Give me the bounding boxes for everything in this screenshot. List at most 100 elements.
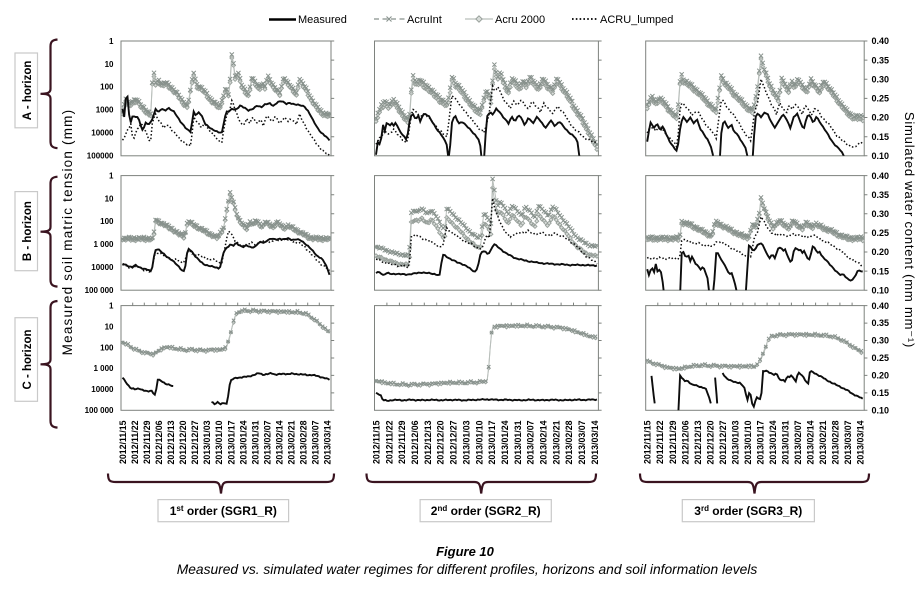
svg-text:0.40: 0.40 — [872, 171, 890, 181]
svg-text:0.10: 0.10 — [872, 285, 890, 295]
svg-text:2013/02/21: 2013/02/21 — [286, 420, 296, 464]
svg-text:1: 1 — [109, 301, 114, 310]
svg-text:10000: 10000 — [91, 385, 114, 394]
svg-text:3rd order (SGR3_R): 3rd order (SGR3_R) — [694, 504, 802, 518]
svg-text:Simulated water content (mm mm: Simulated water content (mm mm⁻¹) — [902, 112, 917, 348]
svg-text:2013/02/28: 2013/02/28 — [298, 420, 308, 464]
svg-text:2012/12/20: 2012/12/20 — [178, 420, 188, 464]
svg-text:2012/12/27: 2012/12/27 — [449, 420, 459, 464]
svg-text:0.30: 0.30 — [872, 209, 890, 219]
svg-text:2012/12/06: 2012/12/06 — [410, 420, 420, 464]
svg-text:0.30: 0.30 — [872, 75, 890, 85]
svg-text:Measured soil matric tension (: Measured soil matric tension (mm) — [60, 109, 75, 356]
svg-text:0.40: 0.40 — [872, 36, 890, 46]
svg-text:0.25: 0.25 — [872, 228, 890, 238]
svg-text:0.30: 0.30 — [872, 336, 890, 346]
svg-text:2012/11/15: 2012/11/15 — [643, 420, 653, 464]
svg-text:2012/11/15: 2012/11/15 — [118, 420, 128, 464]
svg-text:0.15: 0.15 — [872, 388, 890, 398]
svg-text:1 000: 1 000 — [93, 364, 114, 373]
svg-text:0.10: 0.10 — [872, 406, 890, 416]
svg-text:2013/02/14: 2013/02/14 — [274, 420, 284, 464]
svg-text:Measured: Measured — [298, 14, 347, 26]
svg-text:2012/12/27: 2012/12/27 — [190, 420, 200, 464]
svg-text:2012/11/29: 2012/11/29 — [668, 420, 678, 464]
svg-text:0.35: 0.35 — [872, 55, 890, 65]
svg-text:2013/02/21: 2013/02/21 — [818, 420, 828, 464]
svg-text:0.20: 0.20 — [872, 371, 890, 381]
svg-text:2012/11/15: 2012/11/15 — [372, 420, 382, 464]
svg-text:2012/12/13: 2012/12/13 — [166, 420, 176, 464]
svg-text:100: 100 — [100, 83, 114, 92]
svg-text:2013/02/28: 2013/02/28 — [831, 420, 841, 464]
svg-text:2013/01/24: 2013/01/24 — [500, 420, 510, 464]
svg-text:2013/02/07: 2013/02/07 — [262, 420, 272, 464]
svg-text:Acru 2000: Acru 2000 — [495, 14, 545, 26]
svg-text:2012/12/06: 2012/12/06 — [680, 420, 690, 464]
svg-text:2013/01/10: 2013/01/10 — [743, 420, 753, 464]
svg-text:2012/12/06: 2012/12/06 — [154, 420, 164, 464]
svg-text:2nd order (SGR2_R): 2nd order (SGR2_R) — [431, 504, 541, 518]
svg-text:Figure 10: Figure 10 — [436, 544, 495, 559]
svg-text:0.20: 0.20 — [872, 247, 890, 257]
svg-text:2012/11/22: 2012/11/22 — [384, 420, 394, 464]
svg-text:2013/01/31: 2013/01/31 — [513, 420, 523, 464]
svg-text:2013/01/03: 2013/01/03 — [730, 420, 740, 464]
svg-text:0.15: 0.15 — [872, 266, 890, 276]
svg-text:2013/02/14: 2013/02/14 — [539, 420, 549, 464]
svg-text:2012/12/20: 2012/12/20 — [436, 420, 446, 464]
svg-text:A - horizon: A - horizon — [22, 61, 34, 121]
svg-text:2013/01/03: 2013/01/03 — [461, 420, 471, 464]
svg-text:2013/01/31: 2013/01/31 — [781, 420, 791, 464]
svg-text:2012/11/29: 2012/11/29 — [142, 420, 152, 464]
svg-text:0.40: 0.40 — [872, 301, 890, 311]
svg-text:2012/12/13: 2012/12/13 — [423, 420, 433, 464]
svg-text:100000: 100000 — [87, 152, 114, 161]
svg-text:B - horizon: B - horizon — [22, 201, 34, 261]
svg-text:100: 100 — [100, 217, 114, 226]
svg-text:2013/03/14: 2013/03/14 — [323, 420, 333, 464]
svg-text:0.10: 0.10 — [872, 151, 890, 161]
svg-text:1st order (SGR1_R): 1st order (SGR1_R) — [170, 504, 277, 518]
svg-text:2013/01/03: 2013/01/03 — [202, 420, 212, 464]
svg-text:1 000: 1 000 — [93, 240, 114, 249]
svg-text:2013/01/10: 2013/01/10 — [214, 420, 224, 464]
svg-text:0.35: 0.35 — [872, 318, 890, 328]
svg-text:100: 100 — [100, 343, 114, 352]
svg-text:10: 10 — [105, 322, 114, 331]
svg-text:0.20: 0.20 — [872, 113, 890, 123]
svg-text:10000: 10000 — [91, 263, 114, 272]
svg-text:2012/12/13: 2012/12/13 — [693, 420, 703, 464]
svg-text:2013/02/07: 2013/02/07 — [526, 420, 536, 464]
svg-text:2013/02/21: 2013/02/21 — [551, 420, 561, 464]
svg-text:2012/11/22: 2012/11/22 — [130, 420, 140, 464]
svg-text:Measured vs. simulated water r: Measured vs. simulated water regimes for… — [177, 562, 758, 577]
svg-text:2012/12/20: 2012/12/20 — [705, 420, 715, 464]
svg-text:2012/11/22: 2012/11/22 — [655, 420, 665, 464]
svg-text:2013/03/14: 2013/03/14 — [856, 420, 866, 464]
svg-text:2013/01/17: 2013/01/17 — [487, 420, 497, 464]
svg-text:2013/01/17: 2013/01/17 — [756, 420, 766, 464]
svg-text:10000: 10000 — [91, 129, 114, 138]
svg-text:2013/02/07: 2013/02/07 — [793, 420, 803, 464]
svg-text:100 000: 100 000 — [85, 286, 114, 295]
svg-text:0.15: 0.15 — [872, 132, 890, 142]
svg-text:0.25: 0.25 — [872, 94, 890, 104]
svg-text:2013/03/14: 2013/03/14 — [590, 420, 600, 464]
svg-text:ACRU_lumped: ACRU_lumped — [600, 14, 673, 26]
svg-text:1: 1 — [109, 37, 114, 46]
svg-text:0.35: 0.35 — [872, 190, 890, 200]
svg-text:C - horizon: C - horizon — [22, 329, 34, 389]
svg-text:2013/01/31: 2013/01/31 — [250, 420, 260, 464]
svg-text:10: 10 — [105, 194, 114, 203]
svg-text:1: 1 — [109, 171, 114, 180]
svg-text:2013/03/07: 2013/03/07 — [577, 420, 587, 464]
svg-text:2012/12/27: 2012/12/27 — [718, 420, 728, 464]
svg-text:AcruInt: AcruInt — [407, 14, 442, 26]
svg-text:100 000: 100 000 — [85, 406, 114, 415]
svg-text:0.25: 0.25 — [872, 353, 890, 363]
svg-text:2013/01/17: 2013/01/17 — [226, 420, 236, 464]
svg-text:10: 10 — [105, 60, 114, 69]
svg-text:2013/01/24: 2013/01/24 — [768, 420, 778, 464]
svg-text:2013/02/28: 2013/02/28 — [564, 420, 574, 464]
